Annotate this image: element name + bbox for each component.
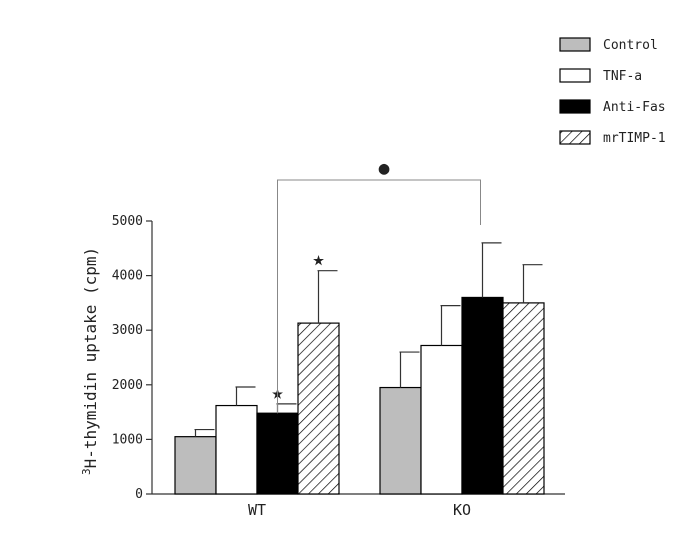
y-tick-label: 0 [135,487,143,502]
y-tick-label: 1000 [112,432,143,447]
bar-ko-anti-fas [461,296,504,495]
bar-wt-control [174,436,217,495]
y-tick-label: 3000 [112,323,143,338]
legend: Control TNF-a Anti-Fas mrTIMP-1 [559,37,666,146]
legend-label: Anti-Fas [603,100,666,115]
legend-label: TNF-a [603,69,642,84]
bar-ko-mrtimp-1 [502,302,545,495]
legend-swatch [559,99,591,114]
y-tick-label: 2000 [112,378,143,393]
bar-ko-control [379,386,422,495]
y-tick-label: 4000 [112,269,143,284]
legend-swatch [559,68,591,83]
x-category-label: KO [453,501,471,519]
legend-label: Control [603,38,658,53]
annotations: ★★● [271,158,481,414]
significance-dot: ● [379,158,390,179]
y-axis-label-text: H-thymidin uptake (cpm) [81,247,100,469]
significance-star: ★ [312,247,324,271]
y-axis-label: 3H-thymidin uptake (cpm) [80,247,100,475]
axes: 0 1000 2000 3000 4000 5000 [112,214,565,502]
bar-wt-tnf-a [215,404,258,495]
bar-wt-anti-fas [256,412,299,495]
bar-ko-tnf-a [420,344,463,495]
y-axis-label-superscript: 3 [80,468,93,475]
legend-label: mrTIMP-1 [603,131,666,146]
legend-swatch [559,37,591,52]
legend-swatch [559,130,591,145]
y-tick-label: 5000 [112,214,143,229]
comparison-bracket [277,179,481,414]
x-category-label: WT [248,501,266,519]
bar-wt-mrtimp-1 [297,322,340,495]
bars: WT KO [174,242,545,519]
